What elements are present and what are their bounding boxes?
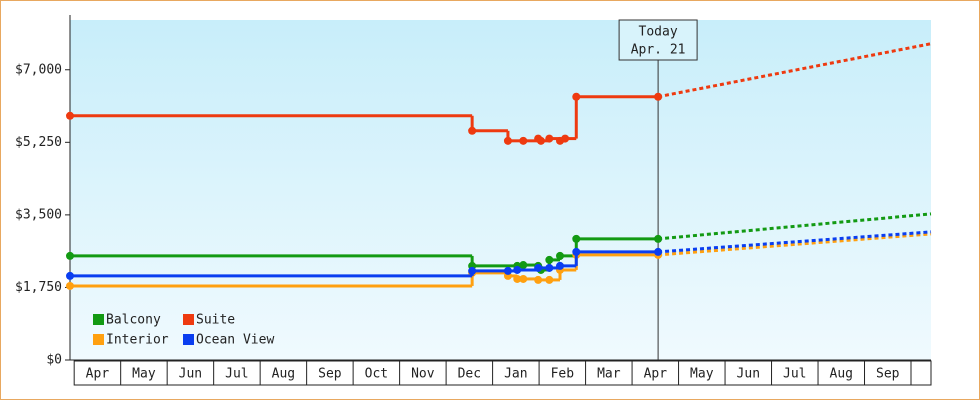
x-tick-label: May: [132, 367, 156, 382]
point: [513, 274, 522, 283]
point: [503, 136, 512, 145]
point: [654, 234, 663, 243]
legend-label: Balcony: [106, 313, 161, 328]
today-title: Today: [639, 25, 678, 40]
x-tick-label: Jun: [179, 367, 202, 382]
x-tick-label: Jul: [225, 367, 248, 382]
x-tick-label: Oct: [365, 367, 388, 382]
y-tick-label: $1,750: [15, 280, 62, 295]
projection-line: [657, 42, 932, 99]
legend-label: Ocean View: [196, 333, 274, 348]
point: [519, 261, 528, 270]
x-tick-label: Sep: [318, 367, 342, 382]
point: [513, 265, 522, 274]
projection-line: [657, 232, 932, 257]
x-tick-label: May: [690, 367, 714, 382]
point: [572, 247, 581, 256]
point: [654, 247, 663, 256]
projection-line: [657, 230, 932, 254]
point: [545, 255, 554, 264]
y-tick-label: $3,500: [15, 207, 62, 222]
x-tick-label: Sep: [876, 367, 900, 382]
x-tick-label: Aug: [830, 367, 853, 382]
legend-label: Interior: [106, 333, 169, 348]
legend-label: Suite: [196, 313, 235, 328]
series: [66, 42, 932, 145]
plot-area: [70, 20, 931, 360]
x-tick-label: Apr: [86, 367, 110, 382]
point: [66, 111, 74, 120]
point: [66, 281, 74, 290]
point: [556, 251, 565, 260]
legend-swatch: [183, 334, 194, 345]
x-tick-label: Apr: [644, 367, 668, 382]
point: [572, 234, 581, 243]
x-tick-label: Nov: [411, 367, 435, 382]
x-tick-label: Dec: [458, 367, 481, 382]
projection-line: [657, 212, 932, 241]
point: [556, 261, 565, 270]
point: [561, 134, 570, 143]
y-tick-label: $7,000: [15, 62, 62, 77]
point: [468, 266, 477, 275]
point: [572, 92, 581, 101]
point: [536, 136, 545, 145]
point: [66, 251, 74, 260]
x-tick-label: Jan: [504, 367, 527, 382]
point: [534, 275, 543, 284]
point: [545, 263, 554, 272]
point: [654, 92, 663, 101]
legend-swatch: [183, 314, 194, 325]
point: [66, 271, 74, 280]
today-date: Apr. 21: [631, 43, 686, 58]
point: [519, 136, 528, 145]
point: [545, 134, 554, 143]
x-tick-label: Feb: [551, 367, 575, 382]
x-tick-label: Aug: [272, 367, 295, 382]
x-axis-band: [73, 360, 932, 386]
point: [519, 274, 528, 283]
y-tick-label: $0: [46, 353, 62, 368]
legend-swatch: [93, 334, 104, 345]
point: [534, 263, 543, 272]
legend-swatch: [93, 314, 104, 325]
x-tick-label: Mar: [597, 367, 621, 382]
today-box: [618, 19, 698, 61]
point: [503, 266, 512, 275]
point: [545, 275, 554, 284]
x-tick-label: Jul: [783, 367, 806, 382]
series: [66, 230, 932, 280]
y-tick-label: $5,250: [15, 135, 62, 150]
x-tick-label: Jun: [737, 367, 760, 382]
point: [468, 126, 477, 135]
